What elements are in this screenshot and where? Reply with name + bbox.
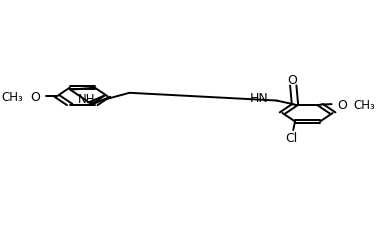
Text: O: O bbox=[288, 73, 298, 86]
Text: O: O bbox=[337, 98, 347, 111]
Text: NH: NH bbox=[78, 93, 95, 106]
Text: Cl: Cl bbox=[285, 131, 298, 144]
Text: O: O bbox=[30, 90, 40, 103]
Text: HN: HN bbox=[250, 91, 269, 104]
Text: CH₃: CH₃ bbox=[354, 99, 375, 112]
Text: CH₃: CH₃ bbox=[1, 90, 23, 103]
